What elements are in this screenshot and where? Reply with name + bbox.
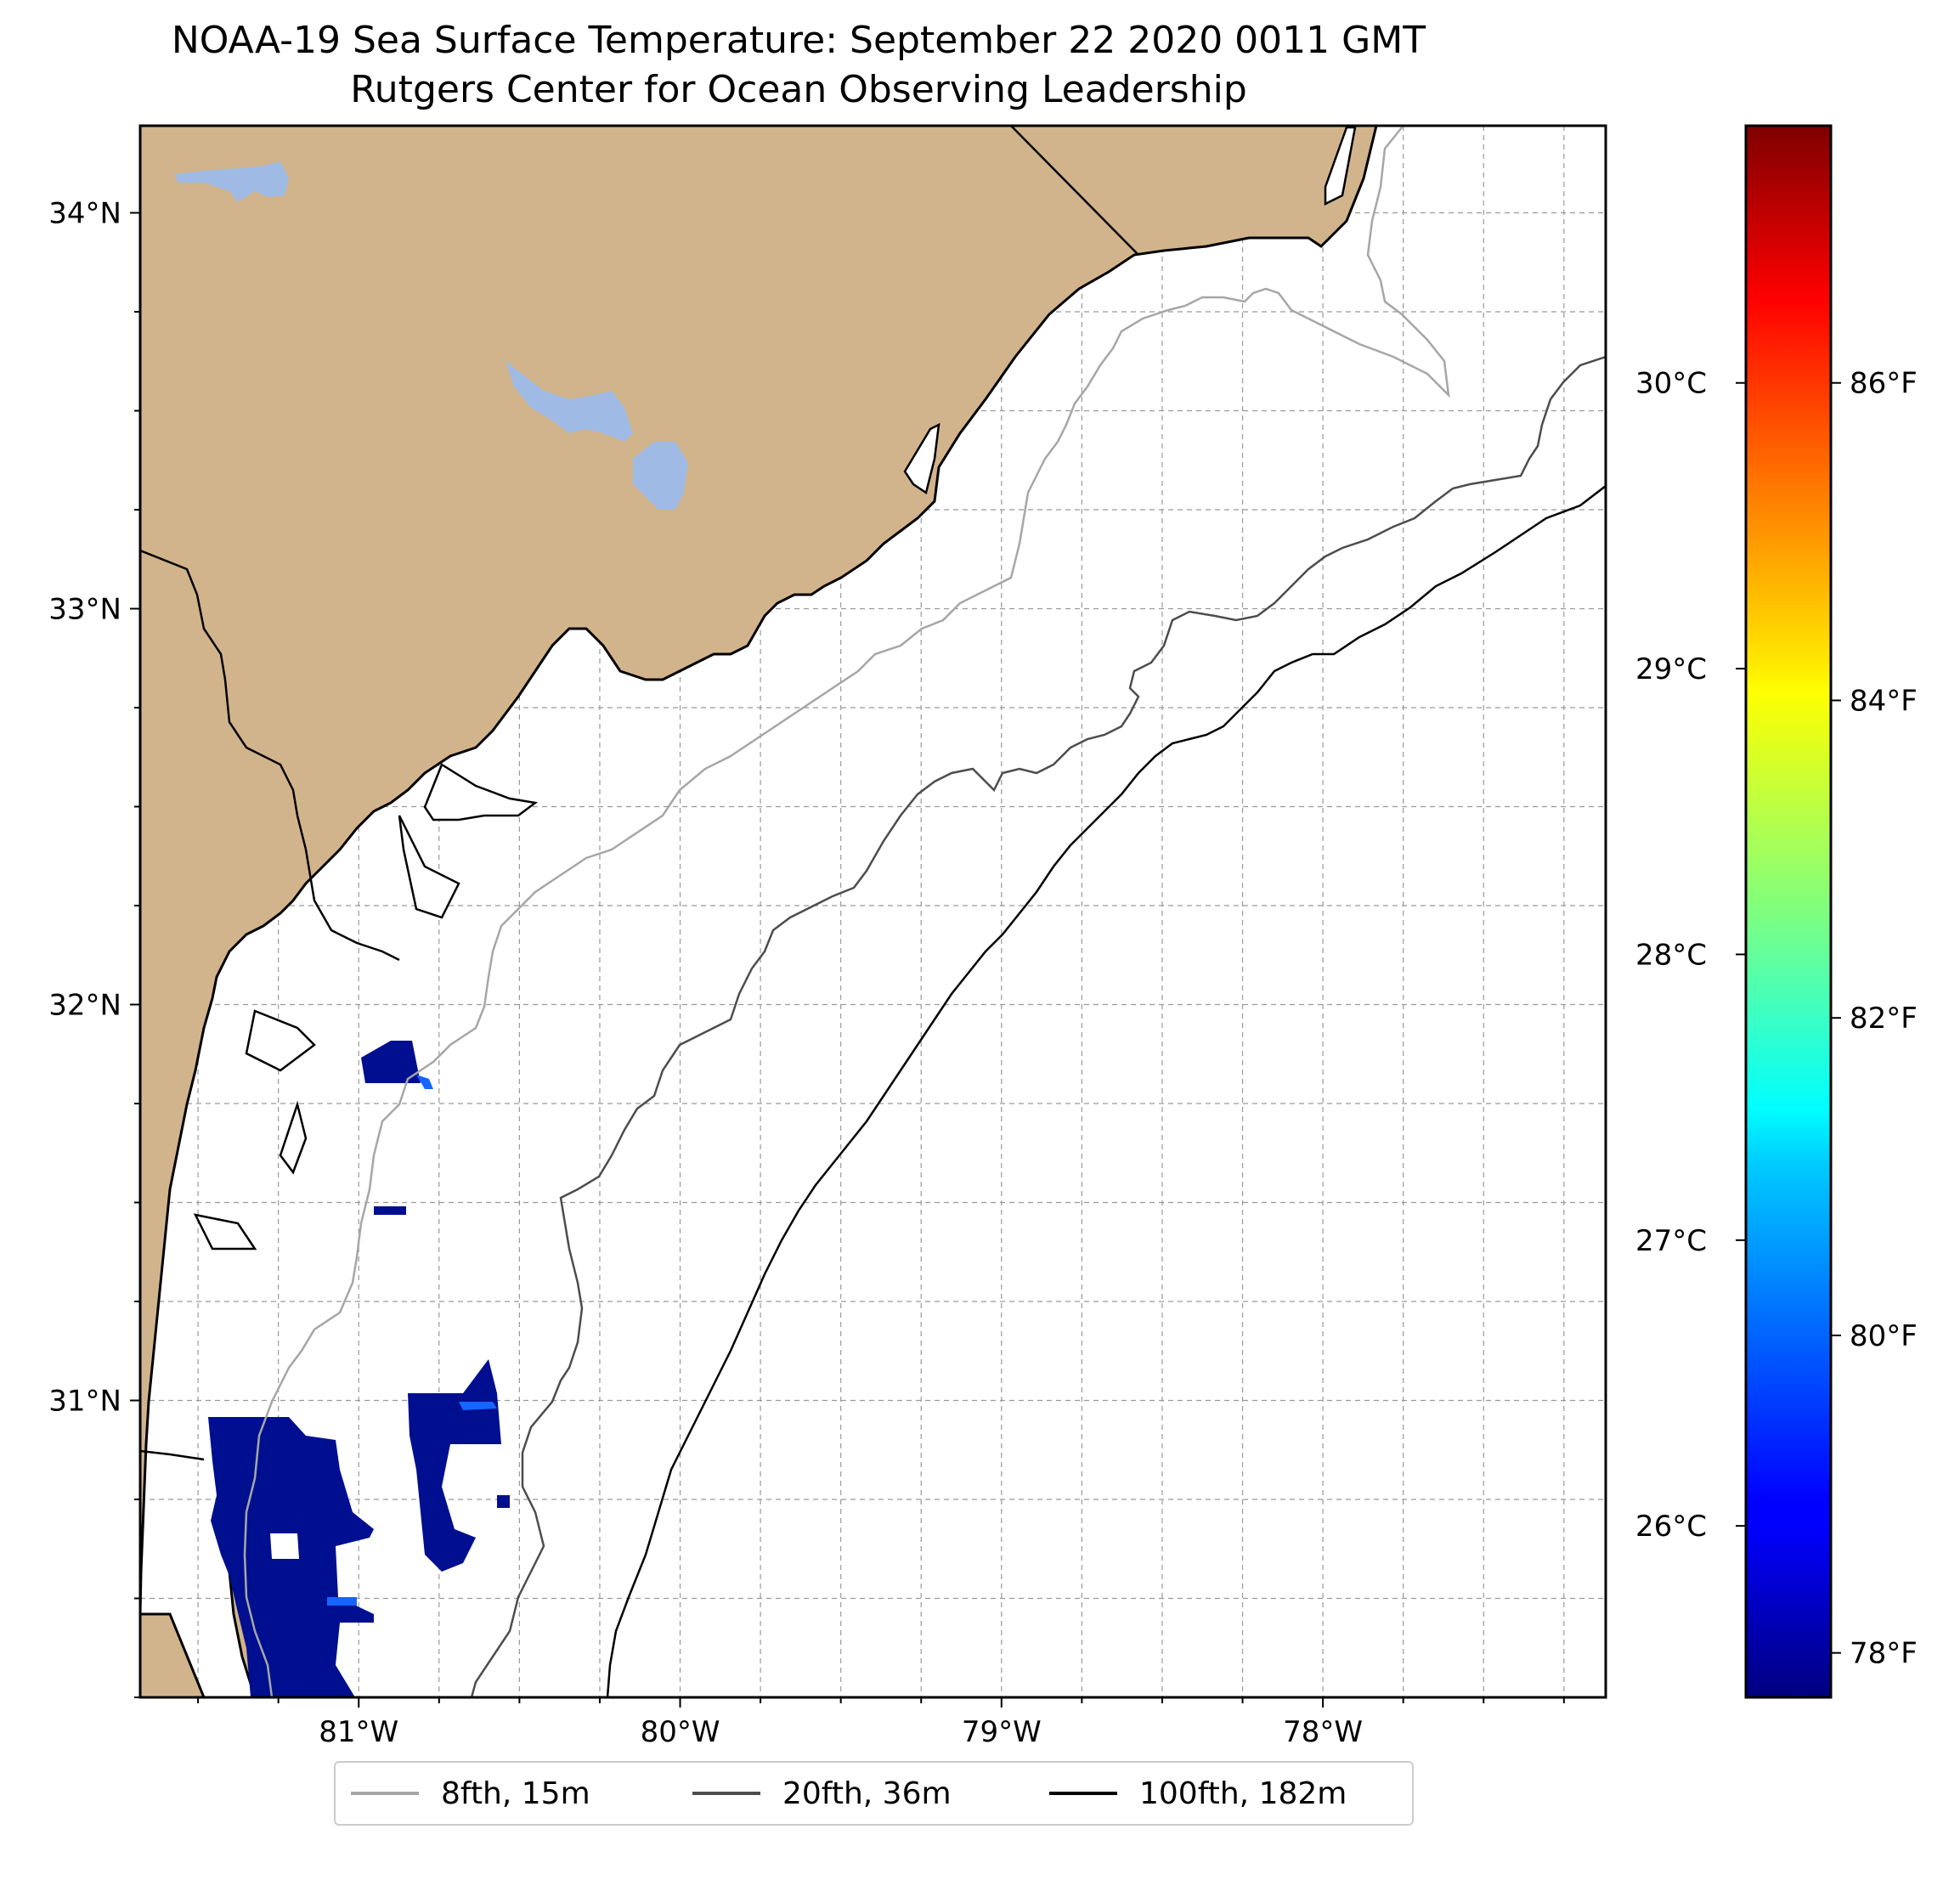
lon-tick-label: 79°W xyxy=(962,1715,1042,1749)
lake-moultrie xyxy=(633,442,688,510)
cbar-f-label: 84°F xyxy=(1850,684,1918,718)
cbar-f-label: 78°F xyxy=(1850,1637,1918,1671)
lake-marion xyxy=(506,361,633,442)
lat-tick-label: 32°N xyxy=(48,989,121,1023)
lon-tick-label: 80°W xyxy=(641,1715,720,1749)
lake-north xyxy=(174,161,289,202)
legend-item-20fth: 20fth, 36m xyxy=(692,1763,952,1824)
cbar-c-label: 26°C xyxy=(1635,1510,1707,1544)
cbar-f-label: 80°F xyxy=(1850,1319,1918,1353)
state-border-nc-sc xyxy=(1010,126,1139,256)
colorbar xyxy=(1744,124,1833,1699)
map-frame xyxy=(138,124,1607,1699)
longitude-ticks: 81°W 80°W 79°W 78°W xyxy=(197,1697,1565,1749)
coastline-details xyxy=(193,126,1357,1251)
isobath-20fth xyxy=(470,355,1606,1697)
legend-label-8fth: 8fth, 15m xyxy=(441,1776,590,1811)
cbar-c-label: 30°C xyxy=(1635,367,1707,401)
cbar-f-label: 82°F xyxy=(1850,1002,1918,1036)
isobath-100fth xyxy=(606,485,1606,1697)
legend-item-8fth: 8fth, 15m xyxy=(351,1763,590,1824)
map-title: NOAA-19 Sea Surface Temperature: Septemb… xyxy=(171,19,1426,62)
cbar-f-label: 86°F xyxy=(1850,367,1918,401)
cbar-c-label: 29°C xyxy=(1635,652,1707,686)
legend-item-100fth: 100fth, 182m xyxy=(1049,1763,1347,1824)
sst-data xyxy=(208,1041,510,1697)
isobath-legend: 8fth, 15m 20fth, 36m 100fth, 182m xyxy=(334,1761,1414,1826)
lat-tick-label: 33°N xyxy=(48,593,121,627)
state-border-sc-ga xyxy=(140,549,400,962)
legend-swatch-8fth xyxy=(351,1792,419,1795)
lat-tick-label: 34°N xyxy=(48,197,121,231)
lon-tick-label: 81°W xyxy=(319,1715,398,1749)
legend-swatch-20fth xyxy=(692,1792,760,1795)
colorbar-fahrenheit-ticks: 86°F 84°F 82°F 80°F 78°F xyxy=(1831,367,1918,1671)
lat-tick-label: 31°N xyxy=(48,1385,121,1419)
legend-swatch-100fth xyxy=(1049,1792,1117,1795)
legend-label-20fth: 20fth, 36m xyxy=(782,1776,952,1811)
state-border-ga-fl xyxy=(140,1449,205,1461)
isobath-8fth xyxy=(243,127,1450,1697)
cbar-c-label: 28°C xyxy=(1635,938,1707,972)
latitude-ticks: 34°N 33°N 32°N 31°N xyxy=(48,197,140,1698)
cbar-c-label: 27°C xyxy=(1635,1224,1707,1258)
legend-label-100fth: 100fth, 182m xyxy=(1139,1776,1347,1811)
colorbar-celsius-ticks: 30°C 29°C 28°C 27°C 26°C xyxy=(1635,367,1746,1544)
lon-tick-label: 78°W xyxy=(1283,1715,1363,1749)
map-subtitle: Rutgers Center for Ocean Observing Leade… xyxy=(350,68,1247,111)
